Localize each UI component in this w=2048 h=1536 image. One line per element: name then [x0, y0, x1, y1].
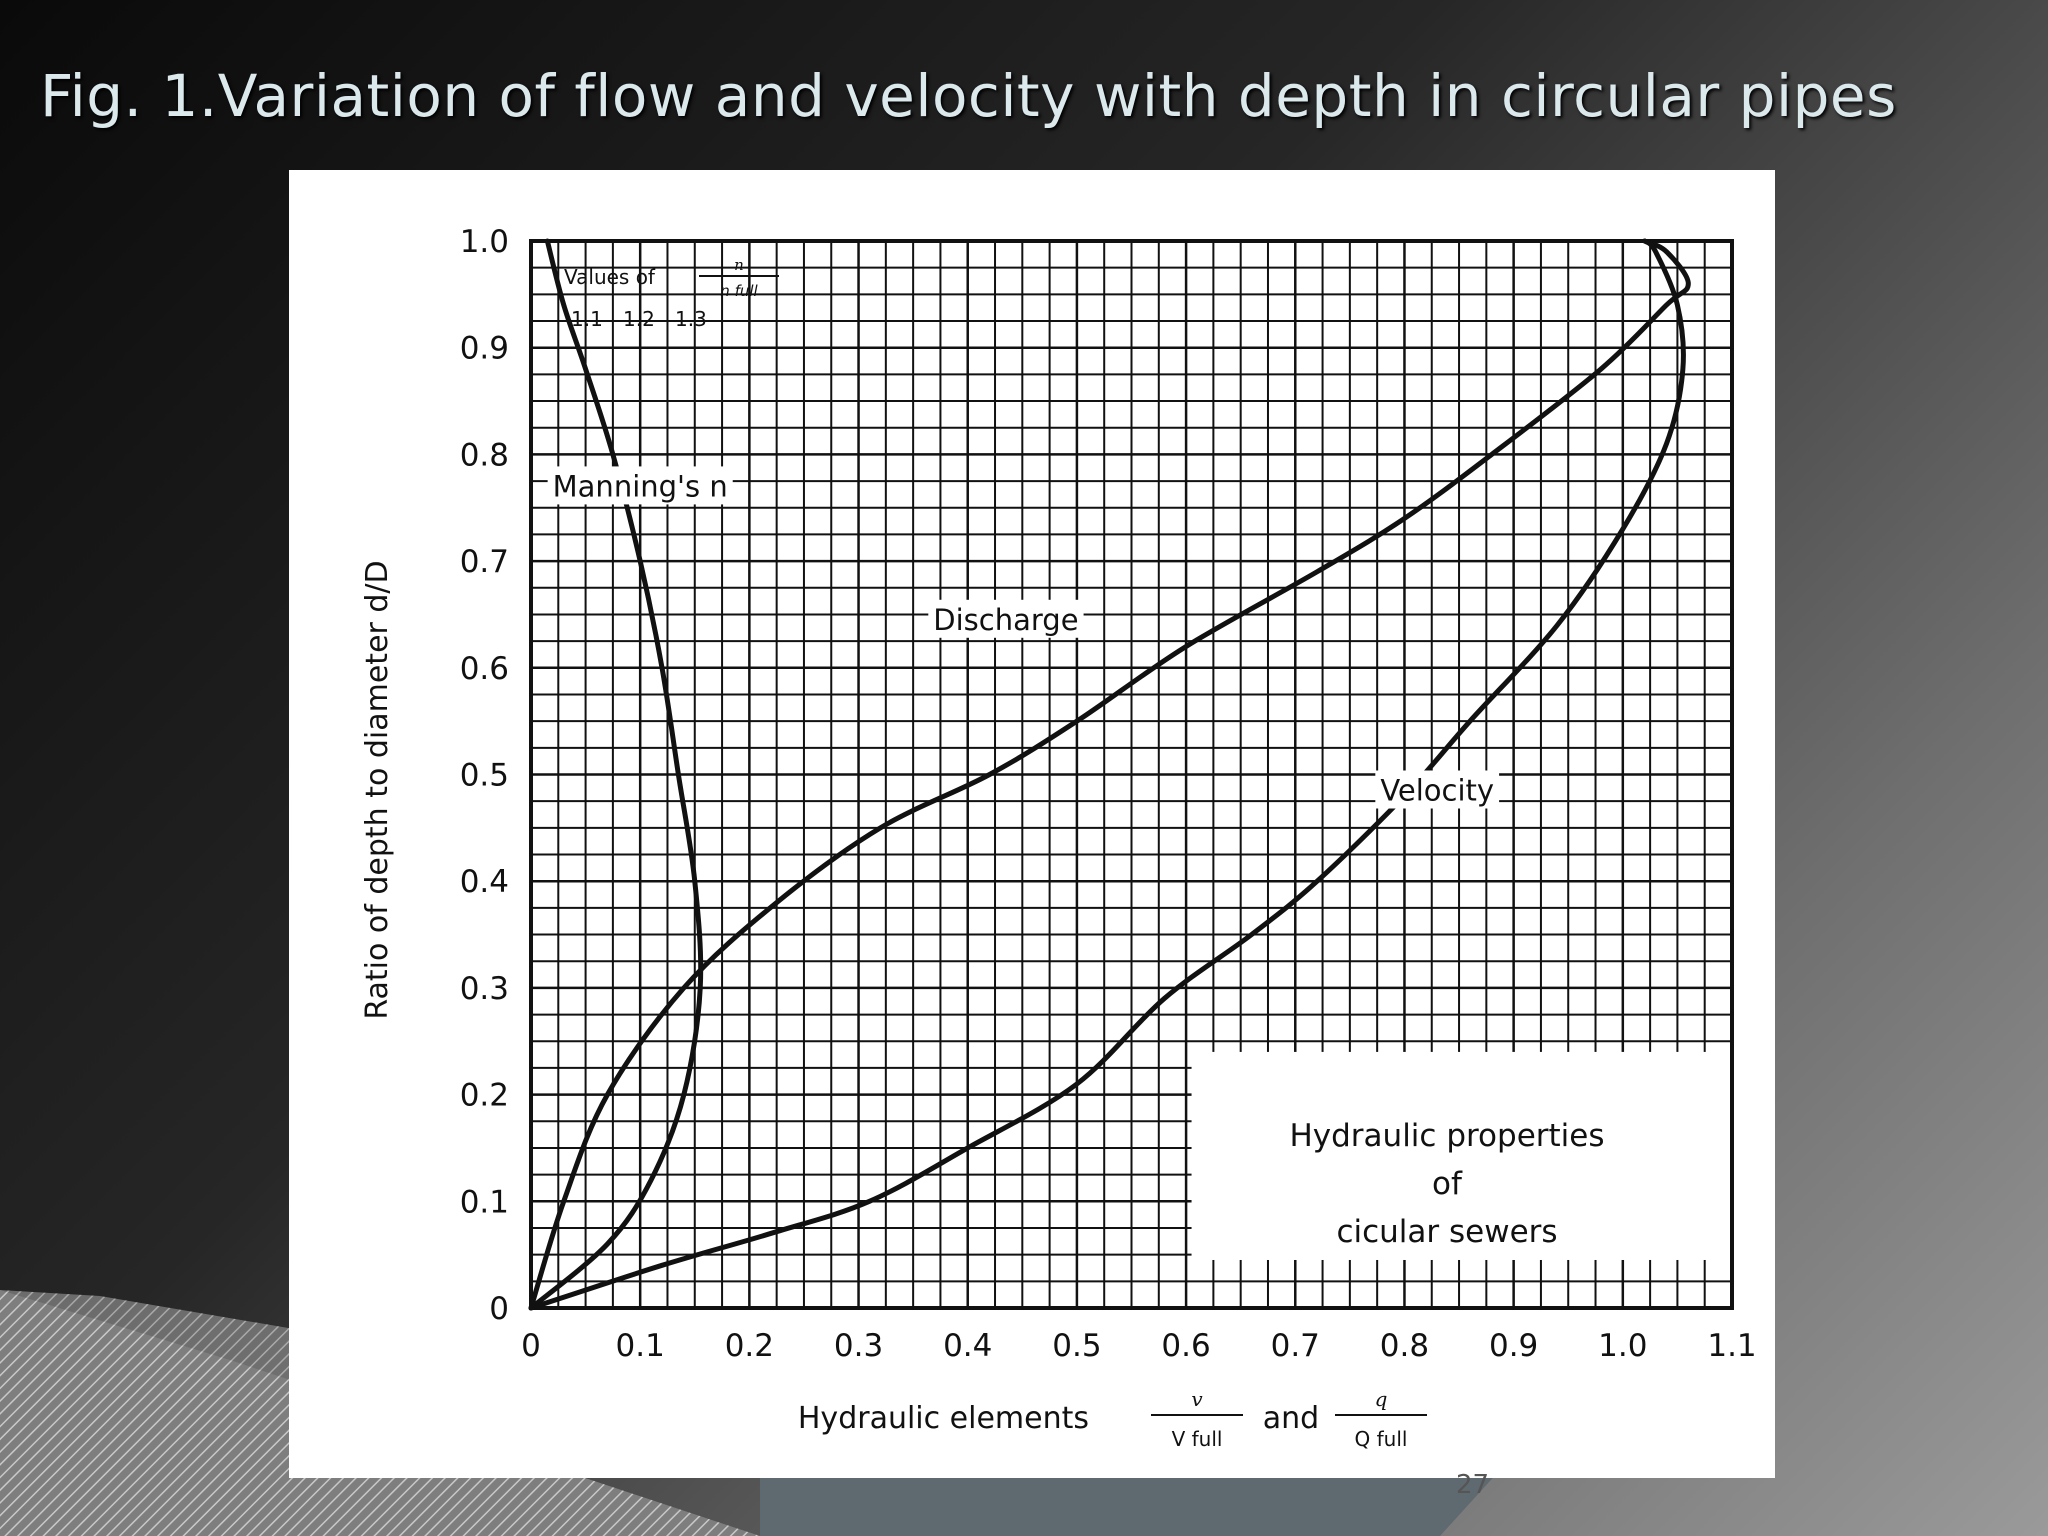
y-tick-label: 0.5 — [460, 758, 509, 794]
annotation-background — [928, 599, 1084, 638]
x-tick-label: 0.4 — [943, 1328, 992, 1364]
series-group — [528, 238, 1691, 1311]
series-annotations: Manning's n Discharge Velocity — [547, 466, 1500, 809]
x-axis-fraction-2-num: q — [1375, 1387, 1388, 1411]
secondary-scale-tick: 1.2 — [623, 307, 655, 331]
x-axis-label: Hydraulic elements v V full and q Q full — [798, 1387, 1427, 1451]
series-line-velocity — [528, 238, 1686, 1311]
legend-box-line-3: cicular sewers — [1336, 1214, 1557, 1250]
secondary-scale-fraction-den: n full — [720, 282, 758, 300]
y-tick-label: 0.1 — [460, 1184, 509, 1220]
secondary-scale-fraction-num: n — [734, 256, 744, 274]
legend-box-line-1: Hydraulic properties — [1289, 1118, 1604, 1154]
x-axis-fraction-1-den: V full — [1172, 1427, 1223, 1451]
y-tick-label: 0 — [489, 1291, 509, 1327]
x-axis-label-prefix: Hydraulic elements — [798, 1401, 1089, 1436]
x-tick-label: 1.1 — [1707, 1328, 1756, 1364]
series-line-manning-s-n — [528, 238, 704, 1311]
series-annotation: Manning's n — [553, 469, 728, 503]
x-tick-label: 0.5 — [1052, 1328, 1101, 1364]
slide-title: Fig. 1.Variation of flow and velocity wi… — [40, 62, 1897, 130]
y-axis-label: Ratio of depth to diameter d/D — [360, 560, 395, 1019]
y-tick-label: 0.8 — [460, 437, 509, 473]
x-tick-label: 0.3 — [834, 1328, 883, 1364]
legend-box-background — [1191, 1051, 1730, 1260]
hydraulic-properties-chart: 00.10.20.30.40.50.60.70.80.91.0 0 0.1 0.2 0… — [360, 224, 1757, 1451]
x-tick-label: 0.8 — [1380, 1328, 1429, 1364]
x-tick-label: 0 — [521, 1328, 541, 1364]
x-tick-label: 0.2 — [725, 1328, 774, 1364]
y-tick-label: 0.4 — [460, 864, 509, 900]
legend-box-line-2: of — [1432, 1166, 1463, 1202]
x-tick-label: 0.7 — [1271, 1328, 1320, 1364]
legend-box — [1191, 1051, 1730, 1260]
x-tick-labels: 0 0.1 0.2 0.3 0.4 0.5 0.6 0.7 0.8 0.9 1.0 1.1 — [521, 1328, 1757, 1364]
secondary-scale-label-prefix: Values of — [564, 265, 656, 289]
secondary-scale-tick: 1.1 — [571, 307, 603, 331]
x-tick-label: 0.1 — [616, 1328, 665, 1364]
annotation-background — [1375, 770, 1500, 809]
page-number: 27 — [1456, 1470, 1490, 1500]
y-tick-label: 1.0 — [460, 224, 509, 260]
x-axis-label-conjunction: and — [1263, 1401, 1319, 1436]
grid — [531, 241, 1732, 1308]
x-tick-label: 1.0 — [1598, 1328, 1647, 1364]
y-tick-label: 0.9 — [460, 331, 509, 367]
series-line-discharge — [528, 238, 1691, 1311]
secondary-scale-tick: 1.3 — [675, 307, 707, 331]
y-tick-label: 0.7 — [460, 544, 509, 580]
y-tick-label: 0.2 — [460, 1078, 509, 1114]
series-annotation: Velocity — [1380, 774, 1494, 808]
plot-frame — [529, 239, 1734, 1310]
figure-panel: 0 0.1 0.2 0.3 0.4 0.5 0.6 0.7 0.8 0.9 1.0 0 0.1 0.2 0… — [289, 170, 1775, 1478]
annotation-background — [547, 466, 733, 505]
y-tick-label: 0.6 — [460, 651, 509, 687]
y-tick-labels: 0 0.1 0.2 0.3 0.4 0.5 0.6 0.7 0.8 0.9 1.0 — [460, 224, 509, 1327]
secondary-scale: Values of n n full 1.1 1.2 1.3 — [564, 256, 779, 331]
legend-box-text: Hydraulic properties of cicular sewers — [1289, 1118, 1604, 1250]
x-axis-fraction-1-num: v — [1191, 1387, 1203, 1411]
x-tick-label: 0.6 — [1161, 1328, 1210, 1364]
series-annotation: Discharge — [933, 603, 1078, 637]
x-tick-label: 0.9 — [1489, 1328, 1538, 1364]
y-tick-label: 0.3 — [460, 971, 509, 1007]
x-axis-fraction-2-den: Q full — [1355, 1427, 1408, 1451]
